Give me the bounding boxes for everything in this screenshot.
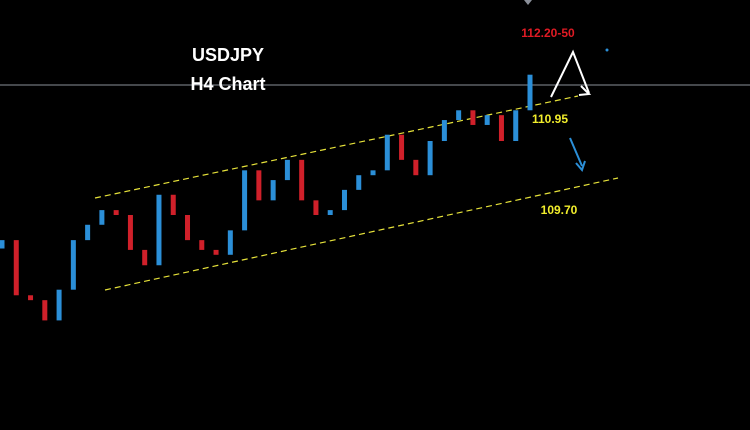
candle-body [185, 215, 191, 241]
candle-body [227, 230, 233, 255]
candle-body [99, 210, 105, 225]
candle-body [56, 289, 62, 321]
candle-body [113, 210, 119, 215]
chart-subtitle: H4 Chart [190, 74, 265, 94]
marker-dot [605, 48, 609, 52]
candle-body [242, 170, 248, 231]
channel-lower [104, 177, 619, 291]
channel-upper [94, 95, 579, 199]
candle-body [427, 141, 433, 176]
marker-top [524, 0, 532, 5]
candle-body [498, 115, 504, 142]
candle-body [199, 240, 205, 250]
candle-body [341, 189, 347, 211]
candle-body [513, 110, 519, 142]
candle-body [127, 215, 133, 250]
candle-body [299, 159, 305, 201]
candle-body [213, 249, 219, 255]
candle-body [142, 249, 148, 266]
candle-body [399, 134, 405, 160]
level-label: 110.95 [532, 112, 568, 126]
candle-body [470, 110, 476, 125]
blue-arrow-head [575, 160, 586, 172]
candle-body [70, 240, 76, 290]
candle-body [441, 120, 447, 142]
candle-body [484, 115, 490, 125]
candle-body [413, 159, 419, 176]
candle-body [256, 170, 262, 201]
target-label: 112.20-50 [521, 26, 575, 40]
level-label: 109.70 [541, 203, 578, 217]
candle-body [284, 159, 290, 181]
candle-body [42, 300, 48, 321]
candle-body [456, 110, 462, 121]
candle-body [327, 210, 333, 215]
candles [0, 74, 533, 321]
white-arrow-head [578, 85, 592, 96]
blue-arrow [569, 137, 583, 167]
white-arrow [550, 49, 590, 98]
candle-body [28, 295, 34, 301]
candle-body [170, 194, 176, 215]
candle-body [356, 175, 362, 190]
candle-body [85, 224, 91, 241]
candle-body [13, 240, 19, 296]
candle-body [370, 170, 376, 176]
candle-body [0, 240, 5, 249]
chart-title: USDJPY [192, 45, 264, 65]
candle-body [156, 194, 162, 266]
candle-body [527, 74, 533, 111]
candle-body [270, 180, 276, 201]
candle-body [384, 134, 390, 171]
candle-body [313, 200, 319, 215]
